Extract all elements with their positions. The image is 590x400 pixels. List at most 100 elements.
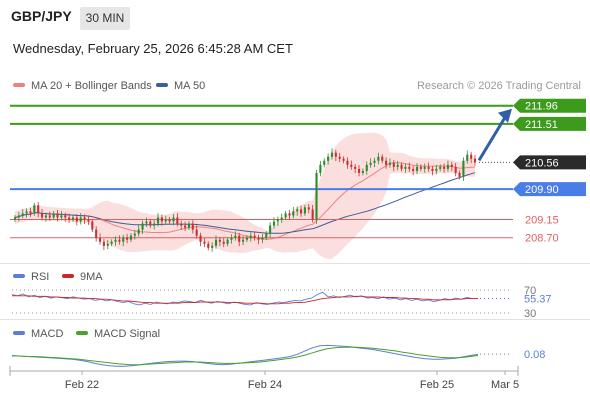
candle-body [102, 241, 105, 246]
legend-ma50: MA 50 [156, 80, 205, 92]
candle-body [435, 168, 438, 171]
macd-last-label: 0.08 [524, 349, 545, 361]
candle-body [137, 229, 140, 234]
candle-body [311, 209, 314, 220]
candle-body [230, 237, 233, 240]
legend-rsi-ma-label: 9MA [80, 271, 103, 283]
candle-body [342, 158, 345, 161]
legend-macd-signal: MACD Signal [76, 328, 160, 340]
level-label-209-90: 209.90 [525, 184, 559, 196]
candle-body [415, 166, 419, 171]
candle-body [253, 235, 256, 238]
candle-body [404, 166, 407, 169]
candle-body [207, 243, 210, 248]
candle-body [249, 235, 252, 238]
candle-body [33, 205, 36, 214]
candle-body [48, 215, 51, 218]
candle-body [292, 211, 295, 216]
x-tick-label: Feb 25 [420, 379, 454, 391]
candle-body [168, 219, 171, 222]
candle-body [315, 172, 318, 220]
candle-body [400, 164, 403, 169]
candle-body [272, 221, 276, 226]
candle-body [269, 225, 272, 234]
macd-panel-divider [0, 319, 590, 320]
candle-body [87, 219, 90, 222]
ma50-line [14, 172, 476, 234]
candle-body [431, 168, 434, 171]
candle-body [187, 223, 191, 228]
candle-body [365, 164, 368, 171]
chart-datetime: Wednesday, February 25, 2026 6:45:28 AM … [13, 41, 293, 56]
candle-body [21, 213, 24, 216]
candle-body [377, 156, 380, 161]
forecast-arrow-head [498, 108, 512, 123]
x-tick-label: Feb 24 [248, 379, 282, 391]
level-label-211-96: 211.96 [525, 101, 558, 113]
timeframe-button[interactable]: 30 MIN [80, 7, 130, 30]
legend-rsi: RSI [13, 271, 49, 283]
candle-body [323, 160, 326, 165]
candle-body [265, 233, 268, 238]
candle-body [241, 239, 245, 242]
candle-body [446, 164, 450, 169]
candle-body [454, 166, 457, 173]
candle-body [40, 213, 44, 218]
legend-ma50-label: MA 50 [174, 80, 206, 92]
candle-body [327, 156, 330, 161]
candle-body [199, 235, 202, 242]
candle-body [296, 209, 299, 212]
candle-body [473, 158, 477, 163]
candle-body [184, 225, 187, 228]
research-credit: Research © 2026 Trading Central [416, 80, 581, 92]
candle-body [118, 239, 121, 242]
x-tick-label: Feb 22 [65, 379, 99, 391]
candle-body [412, 168, 415, 171]
level-tag-210-56 [513, 155, 586, 170]
legend-bollinger-swatch [13, 83, 25, 88]
candle-body [427, 166, 430, 169]
candle-body [234, 235, 237, 238]
candle-body [91, 221, 94, 230]
candle-body [423, 166, 426, 169]
candle-body [307, 207, 310, 210]
candle-body [350, 164, 353, 167]
candle-body [52, 213, 55, 218]
candle-body [180, 223, 183, 226]
level-label-210-56: 210.56 [525, 157, 559, 169]
candle-body [195, 229, 198, 236]
candle-body [334, 152, 337, 157]
candle-body [110, 241, 113, 244]
candle-body [462, 160, 465, 177]
candle-body [257, 237, 260, 240]
candle-body [17, 215, 20, 218]
candle-body [79, 217, 82, 222]
candle-body [439, 166, 442, 169]
legend-macd-label: MACD [31, 328, 64, 340]
legend-bollinger-label: MA 20 + Bollinger Bands [31, 80, 152, 92]
candle-body [37, 205, 40, 214]
candle-body [261, 237, 264, 240]
candle-body [98, 237, 102, 242]
candle-body [280, 217, 283, 220]
candle-body [346, 160, 349, 165]
level-label-208-70: 208.70 [525, 233, 559, 245]
candle-body [330, 152, 334, 157]
candle-body [68, 217, 71, 220]
macd-series-signal [12, 346, 479, 366]
candle-body [408, 166, 411, 169]
candle-body [25, 211, 28, 214]
candle-body [164, 219, 167, 222]
legend-macd: MACD [13, 328, 63, 340]
candle-body [64, 215, 67, 218]
candle-body [126, 237, 129, 240]
candle-body [385, 160, 388, 165]
candle-body [450, 164, 453, 167]
legend-bollinger: MA 20 + Bollinger Bands [13, 80, 152, 92]
candle-body [443, 166, 446, 169]
candle-body [75, 217, 78, 222]
candle-body [299, 209, 303, 214]
candle-body [71, 217, 75, 220]
level-label-211-51: 211.51 [525, 119, 558, 131]
